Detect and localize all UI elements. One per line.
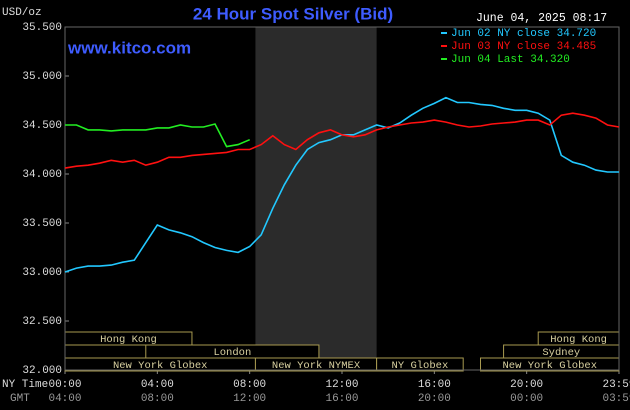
session-label: New York NYMEX — [272, 360, 361, 372]
y-axis-label: USD/oz — [2, 7, 42, 19]
session-label: New York Globex — [113, 360, 208, 372]
x-tick-label: 00:00 — [48, 379, 81, 391]
gmt-tick-label: 08:00 — [141, 393, 174, 405]
timestamp: June 04, 2025 08:17 — [476, 12, 607, 25]
gmt-tick-label: 16:00 — [325, 393, 358, 405]
session-label: Hong Kong — [100, 334, 157, 346]
shaded-region — [255, 27, 377, 370]
session-label: London — [213, 347, 251, 359]
x-tick-label: 16:00 — [418, 379, 451, 391]
x-row-label: NY Time — [2, 379, 48, 391]
y-tick-label: 34.500 — [22, 120, 62, 132]
gmt-tick-label: 00:00 — [510, 393, 543, 405]
series-line — [64, 112, 620, 169]
y-tick-label: 32.000 — [22, 365, 62, 377]
session-label: Sydney — [542, 347, 580, 359]
session-label: New York Globex — [502, 360, 597, 372]
gmt-tick-label: 03:59 — [602, 393, 630, 405]
y-tick-label: 34.000 — [22, 169, 62, 181]
y-tick-label: 33.000 — [22, 267, 62, 279]
x-row-label: GMT — [10, 393, 30, 405]
gmt-tick-label: 12:00 — [233, 393, 266, 405]
legend-label: Jun 02 NY close 34.720 — [451, 28, 596, 40]
site-label: www.kitco.com — [67, 38, 191, 57]
session-label: Hong Kong — [550, 334, 607, 346]
gmt-tick-label: 20:00 — [418, 393, 451, 405]
x-tick-label: 04:00 — [141, 379, 174, 391]
plot-frame — [64, 26, 620, 371]
session-box — [376, 357, 464, 372]
legend-label: Jun 03 NY close 34.485 — [451, 41, 596, 53]
legend-label: Jun 04 Last 34.320 — [451, 54, 570, 66]
y-tick-label: 35.500 — [22, 22, 62, 34]
y-tick-label: 35.000 — [22, 71, 62, 83]
x-tick-label: 08:00 — [233, 379, 266, 391]
session-label: NY Globex — [392, 360, 449, 372]
series-line — [65, 123, 251, 148]
gmt-tick-label: 04:00 — [48, 393, 81, 405]
x-tick-label: 20:00 — [510, 379, 543, 391]
y-tick-label: 33.500 — [22, 218, 62, 230]
y-tick-label: 32.500 — [22, 316, 62, 328]
x-tick-label: 12:00 — [325, 379, 358, 391]
chart-title: 24 Hour Spot Silver (Bid) — [193, 4, 393, 23]
x-tick-label: 23:59 — [602, 379, 630, 391]
